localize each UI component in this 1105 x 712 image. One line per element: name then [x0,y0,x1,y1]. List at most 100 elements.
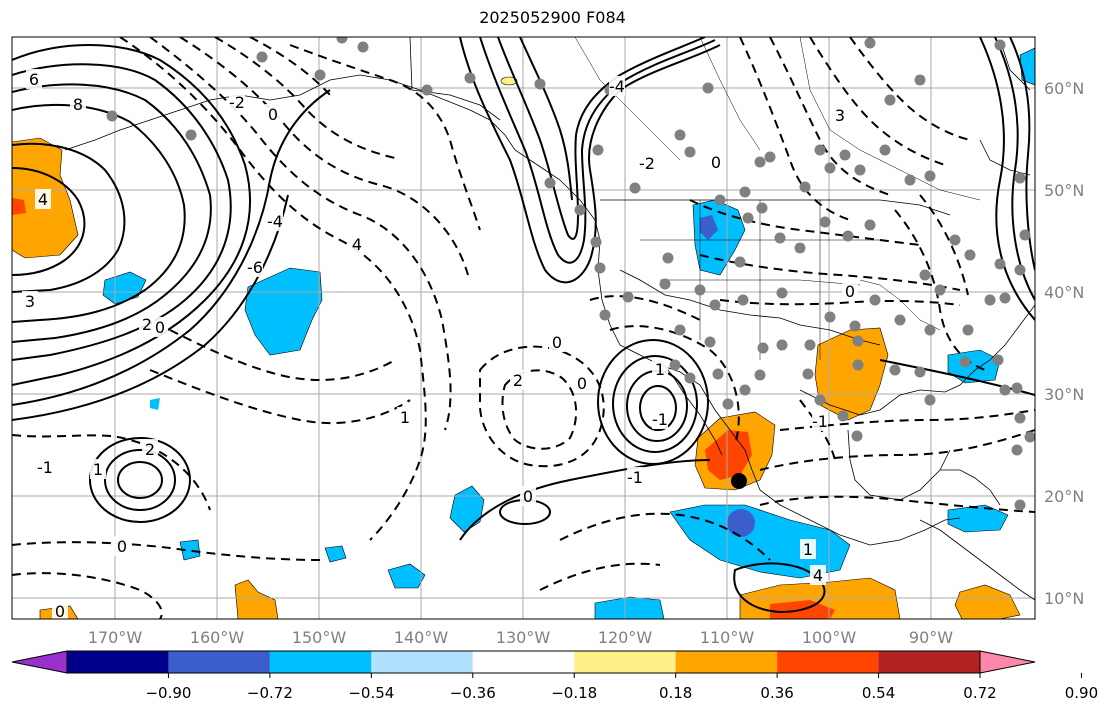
contour-solid [612,355,698,453]
colorbar-tick-label: −0.18 [551,684,597,702]
contour-dashed [12,434,211,511]
station-dot [924,394,936,406]
contour-solid [12,167,86,276]
station-dot [819,216,831,228]
colorbar: −0.90 −0.72 −0.54 −0.36 −0.18 0.18 0.36 0.54 0.7… [11,650,1098,702]
station-dot [684,372,696,384]
contour-dashed [501,369,578,450]
station-dot [1014,499,1026,511]
longitude-label: 120°W [598,628,653,647]
station-dot [794,242,806,254]
latitude-label: 10°N [1044,589,1084,608]
station-dot [994,39,1006,51]
station-dot [964,249,976,261]
contour-solid [104,449,176,511]
contour-label: 0 [577,374,587,393]
colorbar-tick-label: 0.36 [760,684,793,702]
contour-label: 6 [29,70,39,89]
contour-dashed [149,369,411,425]
contour-label: 0 [117,537,127,556]
station-dot [984,294,996,306]
station-dot [544,177,556,189]
contour-solid [994,37,1035,301]
longitude-label: 90°W [909,628,953,647]
contour-label-bg [114,536,130,556]
colorbar-extend-low [11,650,68,674]
state-borders [859,279,941,331]
contour-label: 4 [352,235,362,254]
station-dot [864,37,876,49]
station-dot [659,278,671,290]
shade-negative [449,485,485,533]
colorbar-outline [66,650,981,674]
shade-strong-negative [727,509,755,537]
latitude-labels: 60°N 50°N 40°N 30°N 20°N 10°N [1044,79,1084,608]
colorbar-segment [574,651,676,673]
colorbar-tick-label: −0.90 [145,684,191,702]
gulf-coast [799,304,1035,416]
station-dot [674,129,686,141]
contour-label: 0 [845,282,855,301]
contour-dashed [169,329,396,381]
yucatan-coast [940,469,1001,506]
contour-dashed [809,37,946,166]
colorbar-segment [269,651,372,673]
longitude-label: 170°W [88,628,143,647]
colorbar-segment [675,651,778,673]
contour-label: 0 [552,333,562,352]
contour-dashed [149,37,452,431]
contour-label: 0 [55,602,65,621]
contour-solid [12,142,126,293]
station-dot [1014,172,1026,184]
map-title: 2025052900 F084 [479,8,626,27]
contour-label-bg [510,370,526,390]
station-dot [999,292,1011,304]
longitude-label: 130°W [496,628,551,647]
shade-negative [179,539,201,561]
latitude-label: 50°N [1044,181,1084,200]
contour-dashed [699,254,961,291]
station-dot [702,82,714,94]
contour-label: -6 [247,258,263,277]
contour-label: 1 [655,360,665,379]
station-dot [837,410,849,422]
contour-label: 8 [73,95,83,114]
contour-label-bg [652,359,668,379]
contour-label: 1 [803,540,813,559]
contour-label: 2 [145,440,155,459]
shade-positive [234,579,279,619]
station-dot [106,110,118,122]
station-dot [854,164,866,176]
station-dot [824,162,836,174]
contour-label-bg [26,69,42,89]
station-dot [694,284,706,296]
contour-label-bg [549,332,565,352]
latitude-label: 40°N [1044,283,1084,302]
contour-dashed [739,37,851,221]
station-dot [776,339,788,351]
contour-dashed [12,572,163,619]
station-dot [894,314,906,326]
contour-dashed [769,37,891,196]
station-dot [852,335,864,347]
station-dots [106,37,1035,511]
contour-solid [12,194,289,421]
station-dot [594,262,606,274]
station-dot [999,384,1011,396]
station-dot [824,311,836,323]
contour-label: 2 [513,371,523,390]
contour-label-bg [812,411,828,431]
contour-label-bg [810,565,826,585]
station-dot [889,364,901,376]
contour-label: 0 [268,105,278,124]
contour-label-bg [627,467,643,487]
station-dot [662,252,674,264]
station-dot [799,181,811,193]
station-dot [756,202,768,214]
contour-label: -2 [639,154,655,173]
longitude-label: 150°W [292,628,347,647]
contour-label-bg [267,211,283,231]
longitude-label: 160°W [190,628,245,647]
contour-label-bg [52,601,68,619]
contour-label-bg [142,439,158,459]
